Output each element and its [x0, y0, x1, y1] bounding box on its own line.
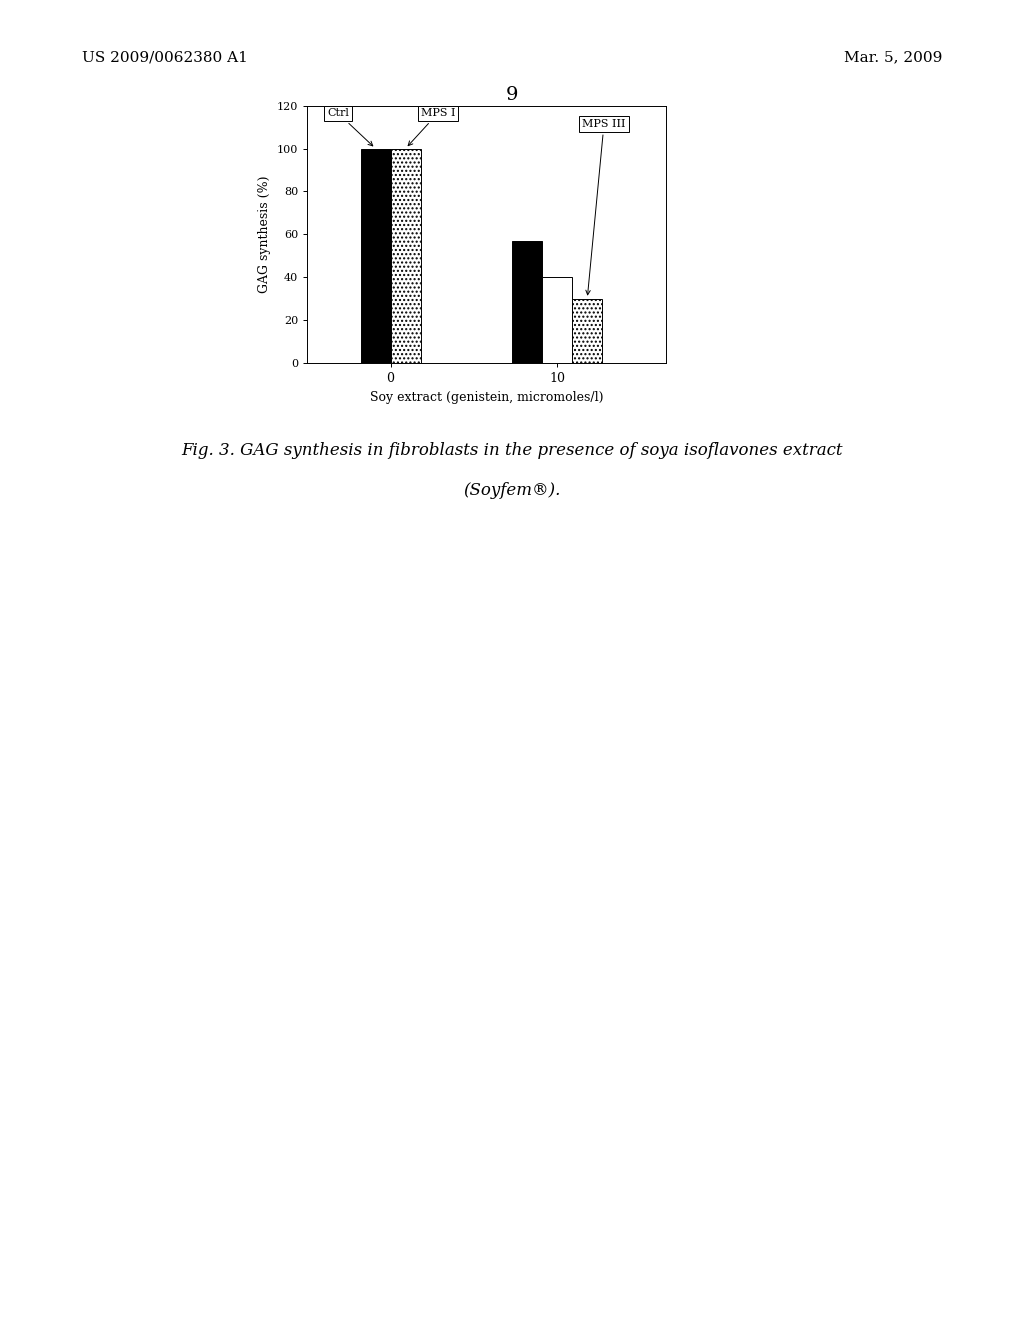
Bar — [360, 149, 390, 363]
Text: Mar. 5, 2009: Mar. 5, 2009 — [844, 50, 942, 65]
Bar — [512, 240, 543, 363]
Text: MPS III: MPS III — [583, 119, 626, 294]
X-axis label: Soy extract (genistein, micromoles/l): Soy extract (genistein, micromoles/l) — [370, 391, 603, 404]
Y-axis label: GAG synthesis (%): GAG synthesis (%) — [258, 176, 271, 293]
Text: (Soyfem®).: (Soyfem®). — [463, 482, 561, 499]
Bar — [543, 277, 572, 363]
Bar — [390, 149, 421, 363]
Text: Fig. 3. GAG synthesis in fibroblasts in the presence of soya isoflavones extract: Fig. 3. GAG synthesis in fibroblasts in … — [181, 442, 843, 459]
Text: MPS I: MPS I — [409, 108, 455, 145]
Text: 9: 9 — [506, 86, 518, 104]
Text: US 2009/0062380 A1: US 2009/0062380 A1 — [82, 50, 248, 65]
Bar — [572, 298, 602, 363]
Text: Ctrl: Ctrl — [328, 108, 373, 145]
